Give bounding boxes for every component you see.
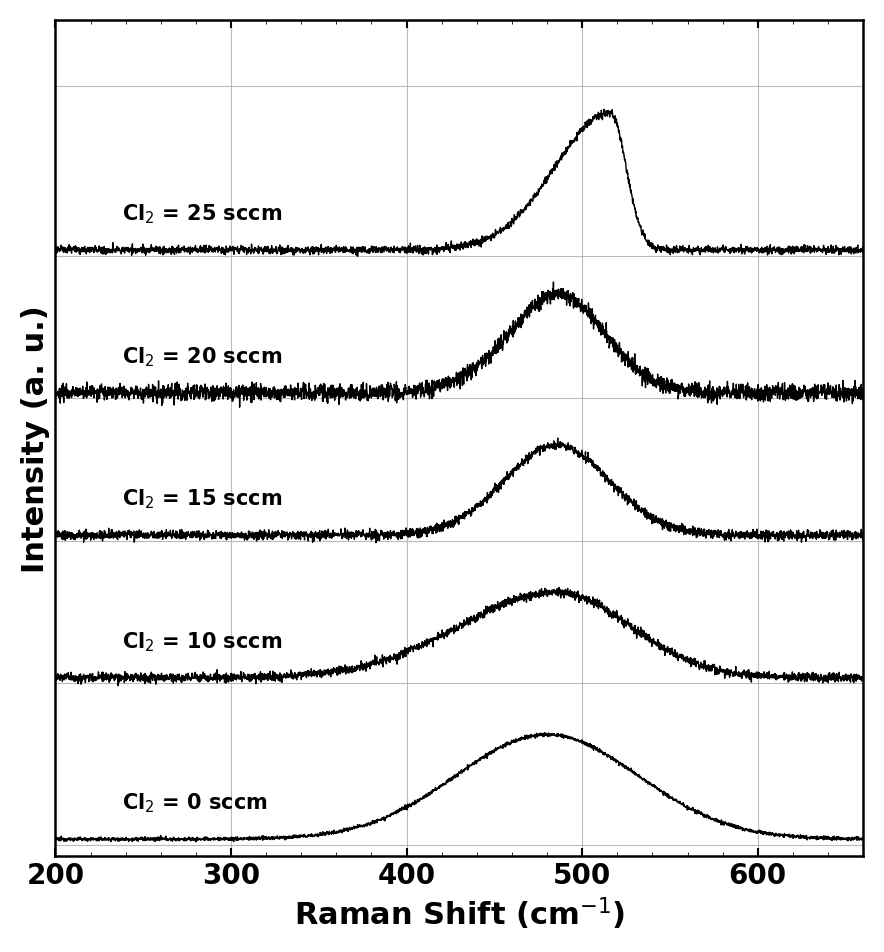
Text: Cl$_2$ = 15 sccm: Cl$_2$ = 15 sccm bbox=[122, 487, 282, 510]
Text: Cl$_2$ = 25 sccm: Cl$_2$ = 25 sccm bbox=[122, 203, 282, 226]
Text: Cl$_2$ = 10 sccm: Cl$_2$ = 10 sccm bbox=[122, 629, 282, 653]
Text: Cl$_2$ = 20 sccm: Cl$_2$ = 20 sccm bbox=[122, 345, 282, 368]
Y-axis label: Intensity (a. u.): Intensity (a. u.) bbox=[21, 305, 50, 572]
X-axis label: Raman Shift (cm$^{-1}$): Raman Shift (cm$^{-1}$) bbox=[293, 895, 625, 931]
Text: Cl$_2$ = 0 sccm: Cl$_2$ = 0 sccm bbox=[122, 791, 268, 815]
